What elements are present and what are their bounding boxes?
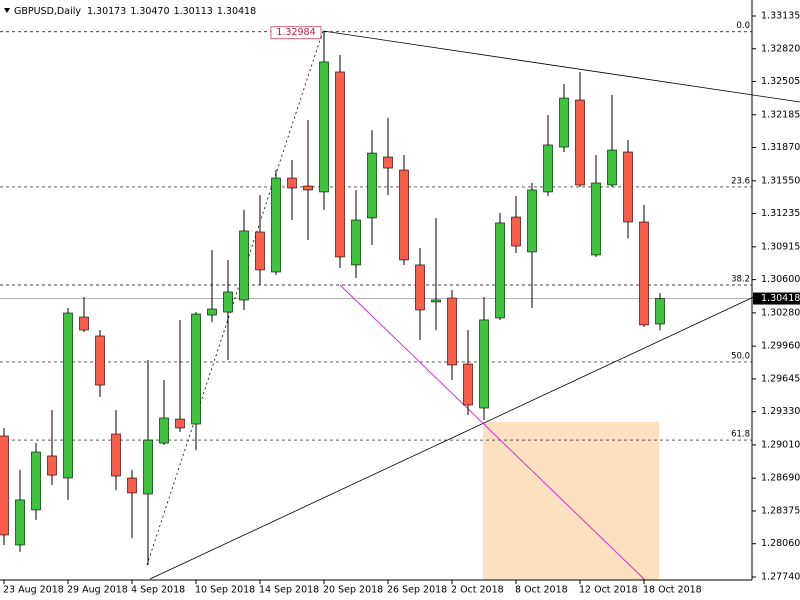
x-tick-label: 18 Oct 2018 — [643, 585, 702, 596]
symbol: GBPUSD,Daily — [14, 6, 81, 17]
candle-body — [607, 149, 617, 186]
projection-line — [339, 284, 646, 581]
candle-body — [255, 231, 265, 271]
x-tick-label: 12 Oct 2018 — [579, 585, 638, 596]
header-value: 1.30113 — [174, 6, 213, 17]
candle-body — [223, 291, 233, 313]
candle-body — [623, 151, 633, 223]
candle-body — [271, 177, 281, 273]
price-label: 1.30418 — [761, 293, 800, 304]
candle-body — [207, 308, 217, 316]
x-tick-label: 26 Sep 2018 — [387, 585, 447, 596]
candle-body — [319, 61, 329, 193]
y-tick-label: 1.29010 — [761, 439, 800, 450]
y-tick-label: 1.28375 — [761, 505, 800, 516]
menu-icon — [4, 8, 10, 13]
y-tick-label: 1.28690 — [761, 473, 800, 484]
candle-body — [575, 99, 585, 186]
x-tick-label: 20 Sep 2018 — [323, 585, 383, 596]
candle-body — [175, 418, 185, 429]
candle-body — [367, 152, 377, 219]
header-value: 1.30418 — [217, 6, 256, 17]
fib-label: 38.2 — [731, 275, 750, 285]
candle-body — [287, 177, 297, 189]
y-tick-label: 1.29960 — [761, 341, 800, 352]
y-tick-label: 1.31870 — [761, 142, 800, 153]
candle-body — [47, 455, 57, 476]
candle-body — [127, 477, 137, 494]
header: GBPUSD,Daily 1.30173 1.30470 1.30113 1.30418 — [14, 6, 256, 17]
candle-body — [79, 316, 89, 331]
y-tick-label: 1.29330 — [761, 406, 800, 417]
peak-label-box — [270, 26, 322, 40]
candle-body — [639, 221, 649, 326]
candle-body — [447, 297, 457, 366]
axis-labels: 1.33135 1.32820 1.32505 1.32185 1.31870 1.315… — [3, 11, 800, 596]
candle-body — [159, 417, 169, 444]
candle-body — [399, 169, 409, 261]
y-tick-label: 1.30280 — [761, 307, 800, 318]
y-tick-label: 1.30600 — [761, 274, 800, 285]
header-value: 1.30173 — [87, 6, 126, 17]
x-tick-label: 2 Oct 2018 — [451, 585, 504, 596]
y-tick-label: 1.31235 — [761, 208, 800, 219]
x-tick-label: 23 Aug 2018 — [3, 585, 64, 596]
candle-body — [431, 299, 441, 303]
candle-body — [351, 219, 361, 266]
candle-body — [527, 189, 537, 253]
y-tick-label: 1.31550 — [761, 175, 800, 186]
x-tick-label: 29 Aug 2018 — [67, 585, 128, 596]
fib-label: 23.6 — [731, 176, 750, 186]
x-tick-label: 8 Oct 2018 — [515, 585, 568, 596]
candle-body — [591, 182, 601, 256]
support-trendline — [149, 293, 761, 580]
candle-body — [303, 185, 313, 191]
candle-body — [479, 319, 489, 409]
candle-body — [559, 97, 569, 148]
candle-body — [15, 499, 25, 546]
y-tick-label: 1.32505 — [761, 76, 800, 87]
candle-body — [495, 222, 505, 319]
candle-body — [95, 335, 105, 386]
y-tick-label: 1.30915 — [761, 241, 800, 252]
candle-body — [0, 435, 9, 536]
fib-base-line — [146, 30, 324, 566]
candles — [0, 31, 665, 565]
resistance-trendline — [322, 30, 800, 103]
candle-body — [511, 216, 521, 247]
candle-body — [543, 144, 553, 193]
candle-body — [239, 230, 249, 301]
y-tick-label: 1.32185 — [761, 109, 800, 120]
price-label-box — [753, 292, 800, 305]
candle-body — [383, 156, 393, 169]
peak-label: 1.32984 — [276, 27, 315, 38]
y-tick-label: 1.32820 — [761, 43, 800, 54]
y-tick-label: 1.28060 — [761, 538, 800, 549]
y-tick-label: 1.29645 — [761, 373, 800, 384]
y-tick-label: 1.33135 — [761, 11, 800, 22]
fib-label: 50.0 — [731, 351, 750, 361]
header-value: 1.30470 — [130, 6, 169, 17]
y-tick-label: 1.27740 — [761, 571, 800, 582]
x-tick-label: 10 Sep 2018 — [195, 585, 255, 596]
candle-body — [655, 298, 665, 325]
target-zone — [483, 422, 659, 580]
x-tick-label: 14 Sep 2018 — [259, 585, 319, 596]
candle-body — [191, 313, 201, 425]
fib-label: 0.0 — [736, 21, 750, 31]
x-tick-label: 4 Sep 2018 — [131, 585, 185, 596]
candle-body — [463, 363, 473, 406]
fib-label: 61.8 — [731, 430, 750, 440]
candle-body — [111, 433, 121, 477]
candle-body — [31, 451, 41, 511]
candle-body — [143, 439, 153, 495]
candle-body — [415, 264, 425, 311]
candle-body — [335, 71, 345, 258]
candle-body — [63, 312, 73, 479]
